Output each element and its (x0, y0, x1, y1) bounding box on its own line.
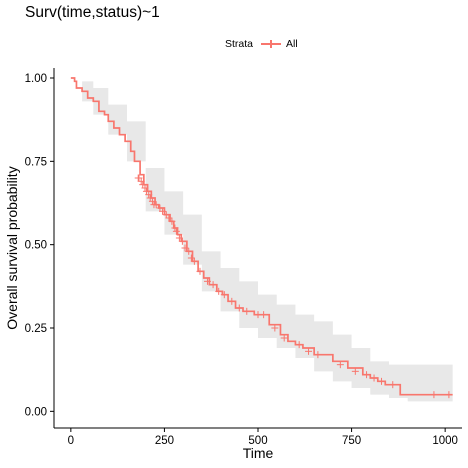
censor-mark-37 (305, 347, 313, 355)
censor-mark-6 (145, 191, 153, 199)
legend: Strata All (225, 37, 298, 51)
censor-mark-40 (351, 367, 359, 375)
y-tick-label-2: 0.50 (25, 240, 47, 252)
y-tick-label-1: 0.25 (25, 323, 47, 335)
censor-mark-2 (137, 177, 145, 185)
legend-label: All (286, 38, 298, 50)
censor-mark-25 (203, 277, 211, 285)
x-tick-label-4: 1000 (432, 435, 458, 447)
chart-title: Surv(time,status)~1 (25, 4, 160, 21)
legend-title: Strata (225, 38, 254, 50)
censor-mark-8 (148, 197, 156, 205)
censor-mark-26 (209, 281, 217, 289)
censor-mark-17 (172, 227, 180, 235)
y-axis-title: Overall survival probability (4, 166, 20, 329)
censor-mark-30 (235, 304, 243, 312)
axes-layer: 0 250 500 750 1000 0.00 0.25 0.50 0.75 1.00 Time Ov… (4, 68, 462, 461)
y-tick-label-0: 0.00 (25, 406, 47, 418)
censor-mark-46 (445, 391, 453, 399)
y-tick-label-3: 0.75 (25, 156, 47, 168)
censor-mark-12 (159, 207, 167, 215)
censor-mark-18 (175, 234, 183, 242)
censor-mark-35 (280, 334, 288, 342)
censor-mark-43 (378, 377, 386, 385)
censor-mark-33 (260, 311, 268, 319)
x-tick-label-0: 0 (68, 435, 74, 447)
x-axis-title: Time (243, 445, 274, 461)
censor-mark-21 (185, 247, 193, 255)
censor-mark-29 (228, 297, 236, 305)
censor-mark-31 (243, 307, 251, 315)
censor-mark-16 (171, 224, 179, 232)
censor-mark-45 (430, 391, 438, 399)
censor-mark-27 (215, 287, 223, 295)
censor-mark-39 (336, 361, 344, 369)
legend-key-censor-mark (270, 40, 272, 48)
confidence-band (70, 78, 453, 408)
censor-mark-22 (187, 254, 195, 262)
y-tick-label-4: 1.00 (25, 73, 47, 85)
legend-key (261, 38, 282, 50)
censor-mark-4 (141, 184, 149, 192)
x-tick-label-1: 250 (155, 435, 174, 447)
x-tick-label-2: 500 (248, 435, 267, 447)
censor-mark-14 (165, 214, 173, 222)
censor-mark-44 (389, 381, 397, 389)
censor-mark-28 (220, 291, 228, 299)
censor-mark-20 (181, 244, 189, 252)
censor-mark-38 (314, 351, 322, 359)
censor-mark-42 (370, 374, 378, 382)
censor-mark-34 (271, 324, 279, 332)
censor-marks-layer (134, 174, 453, 399)
censor-mark-24 (196, 267, 204, 275)
censor-mark-10 (152, 201, 160, 209)
censor-mark-19 (178, 237, 186, 245)
censor-mark-41 (363, 371, 371, 379)
confidence-band-layer (70, 78, 453, 408)
censor-mark-23 (190, 257, 198, 265)
censor-mark-15 (168, 217, 176, 225)
censor-mark-36 (295, 341, 303, 349)
x-tick-label-3: 750 (342, 435, 361, 447)
